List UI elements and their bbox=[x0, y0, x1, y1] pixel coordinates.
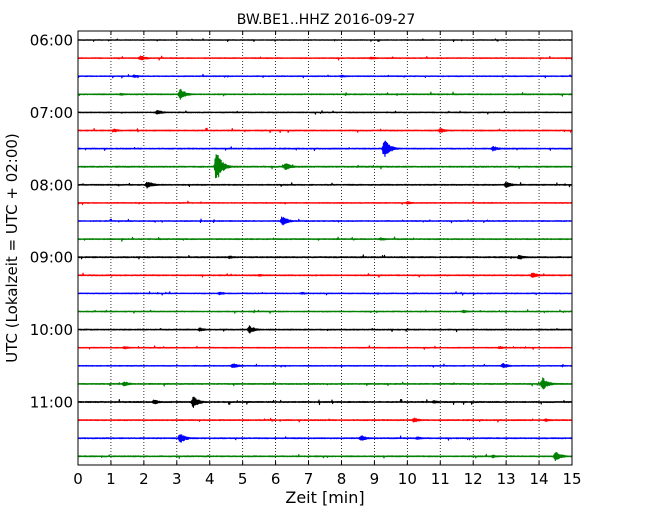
y-tick-label: 11:00 bbox=[30, 394, 73, 412]
seismogram-trace bbox=[77, 154, 573, 179]
seismogram-trace bbox=[77, 88, 573, 100]
seismogram-trace bbox=[77, 309, 573, 314]
x-tick-label: 13 bbox=[497, 470, 516, 488]
x-tick-label: 15 bbox=[562, 470, 581, 488]
y-axis-label: UTC (Lokalzeit = UTC + 02:00) bbox=[3, 133, 21, 363]
seismogram-trace bbox=[77, 452, 573, 462]
seismogram-trace bbox=[77, 140, 573, 157]
x-tick-label: 7 bbox=[304, 470, 314, 488]
y-tick-label: 09:00 bbox=[30, 249, 73, 267]
seismogram-trace bbox=[77, 216, 573, 226]
seismogram-trace bbox=[77, 55, 573, 61]
seismogram-trace bbox=[77, 254, 573, 260]
x-tick-label: 8 bbox=[337, 470, 347, 488]
y-tick-label: 10:00 bbox=[30, 321, 73, 339]
x-tick-label: 2 bbox=[139, 470, 149, 488]
seismogram-trace bbox=[77, 272, 573, 278]
x-tick-label: 12 bbox=[464, 470, 483, 488]
y-tick-label: 08:00 bbox=[30, 176, 73, 194]
x-tick-label: 3 bbox=[172, 470, 182, 488]
x-tick-label: 4 bbox=[205, 470, 215, 488]
seismogram-trace bbox=[77, 396, 573, 409]
x-tick-label: 10 bbox=[398, 470, 417, 488]
seismogram-trace bbox=[77, 377, 573, 390]
seismogram-trace bbox=[77, 200, 573, 206]
seismogram-trace bbox=[77, 291, 573, 296]
chart-title: BW.BE1..HHZ 2016-09-27 bbox=[237, 12, 416, 28]
y-ticks: 06:00 07:00 08:00 09:00 10:00 11:00 bbox=[30, 32, 572, 412]
trace-layer bbox=[77, 38, 573, 462]
grid-lines bbox=[110, 31, 540, 465]
seismogram-trace bbox=[77, 325, 573, 334]
seismogram-trace bbox=[77, 345, 573, 350]
seismogram-trace bbox=[77, 127, 573, 134]
seismogram-trace bbox=[77, 236, 573, 242]
x-tick-label: 6 bbox=[271, 470, 281, 488]
plot-frame bbox=[77, 30, 573, 466]
seismogram-trace bbox=[77, 181, 573, 189]
x-tick-label: 14 bbox=[530, 470, 549, 488]
x-tick-label: 5 bbox=[238, 470, 248, 488]
x-tick-label: 0 bbox=[73, 470, 83, 488]
x-tick-label: 1 bbox=[106, 470, 116, 488]
seismogram-trace bbox=[77, 363, 573, 369]
seismogram-trace bbox=[77, 417, 573, 423]
x-ticks: 0 1 2 3 4 5 6 7 8 9 10 11 12 13 14 15 bbox=[73, 31, 582, 488]
seismogram-trace bbox=[77, 73, 573, 79]
y-tick-label: 06:00 bbox=[30, 32, 73, 50]
y-tick-label: 07:00 bbox=[30, 104, 73, 122]
x-tick-label: 11 bbox=[431, 470, 450, 488]
seismogram-trace bbox=[77, 38, 573, 43]
seismogram-trace bbox=[77, 434, 573, 443]
x-axis-label: Zeit [min] bbox=[285, 488, 364, 507]
x-tick-label: 9 bbox=[370, 470, 380, 488]
seismogram-trace bbox=[77, 110, 573, 115]
